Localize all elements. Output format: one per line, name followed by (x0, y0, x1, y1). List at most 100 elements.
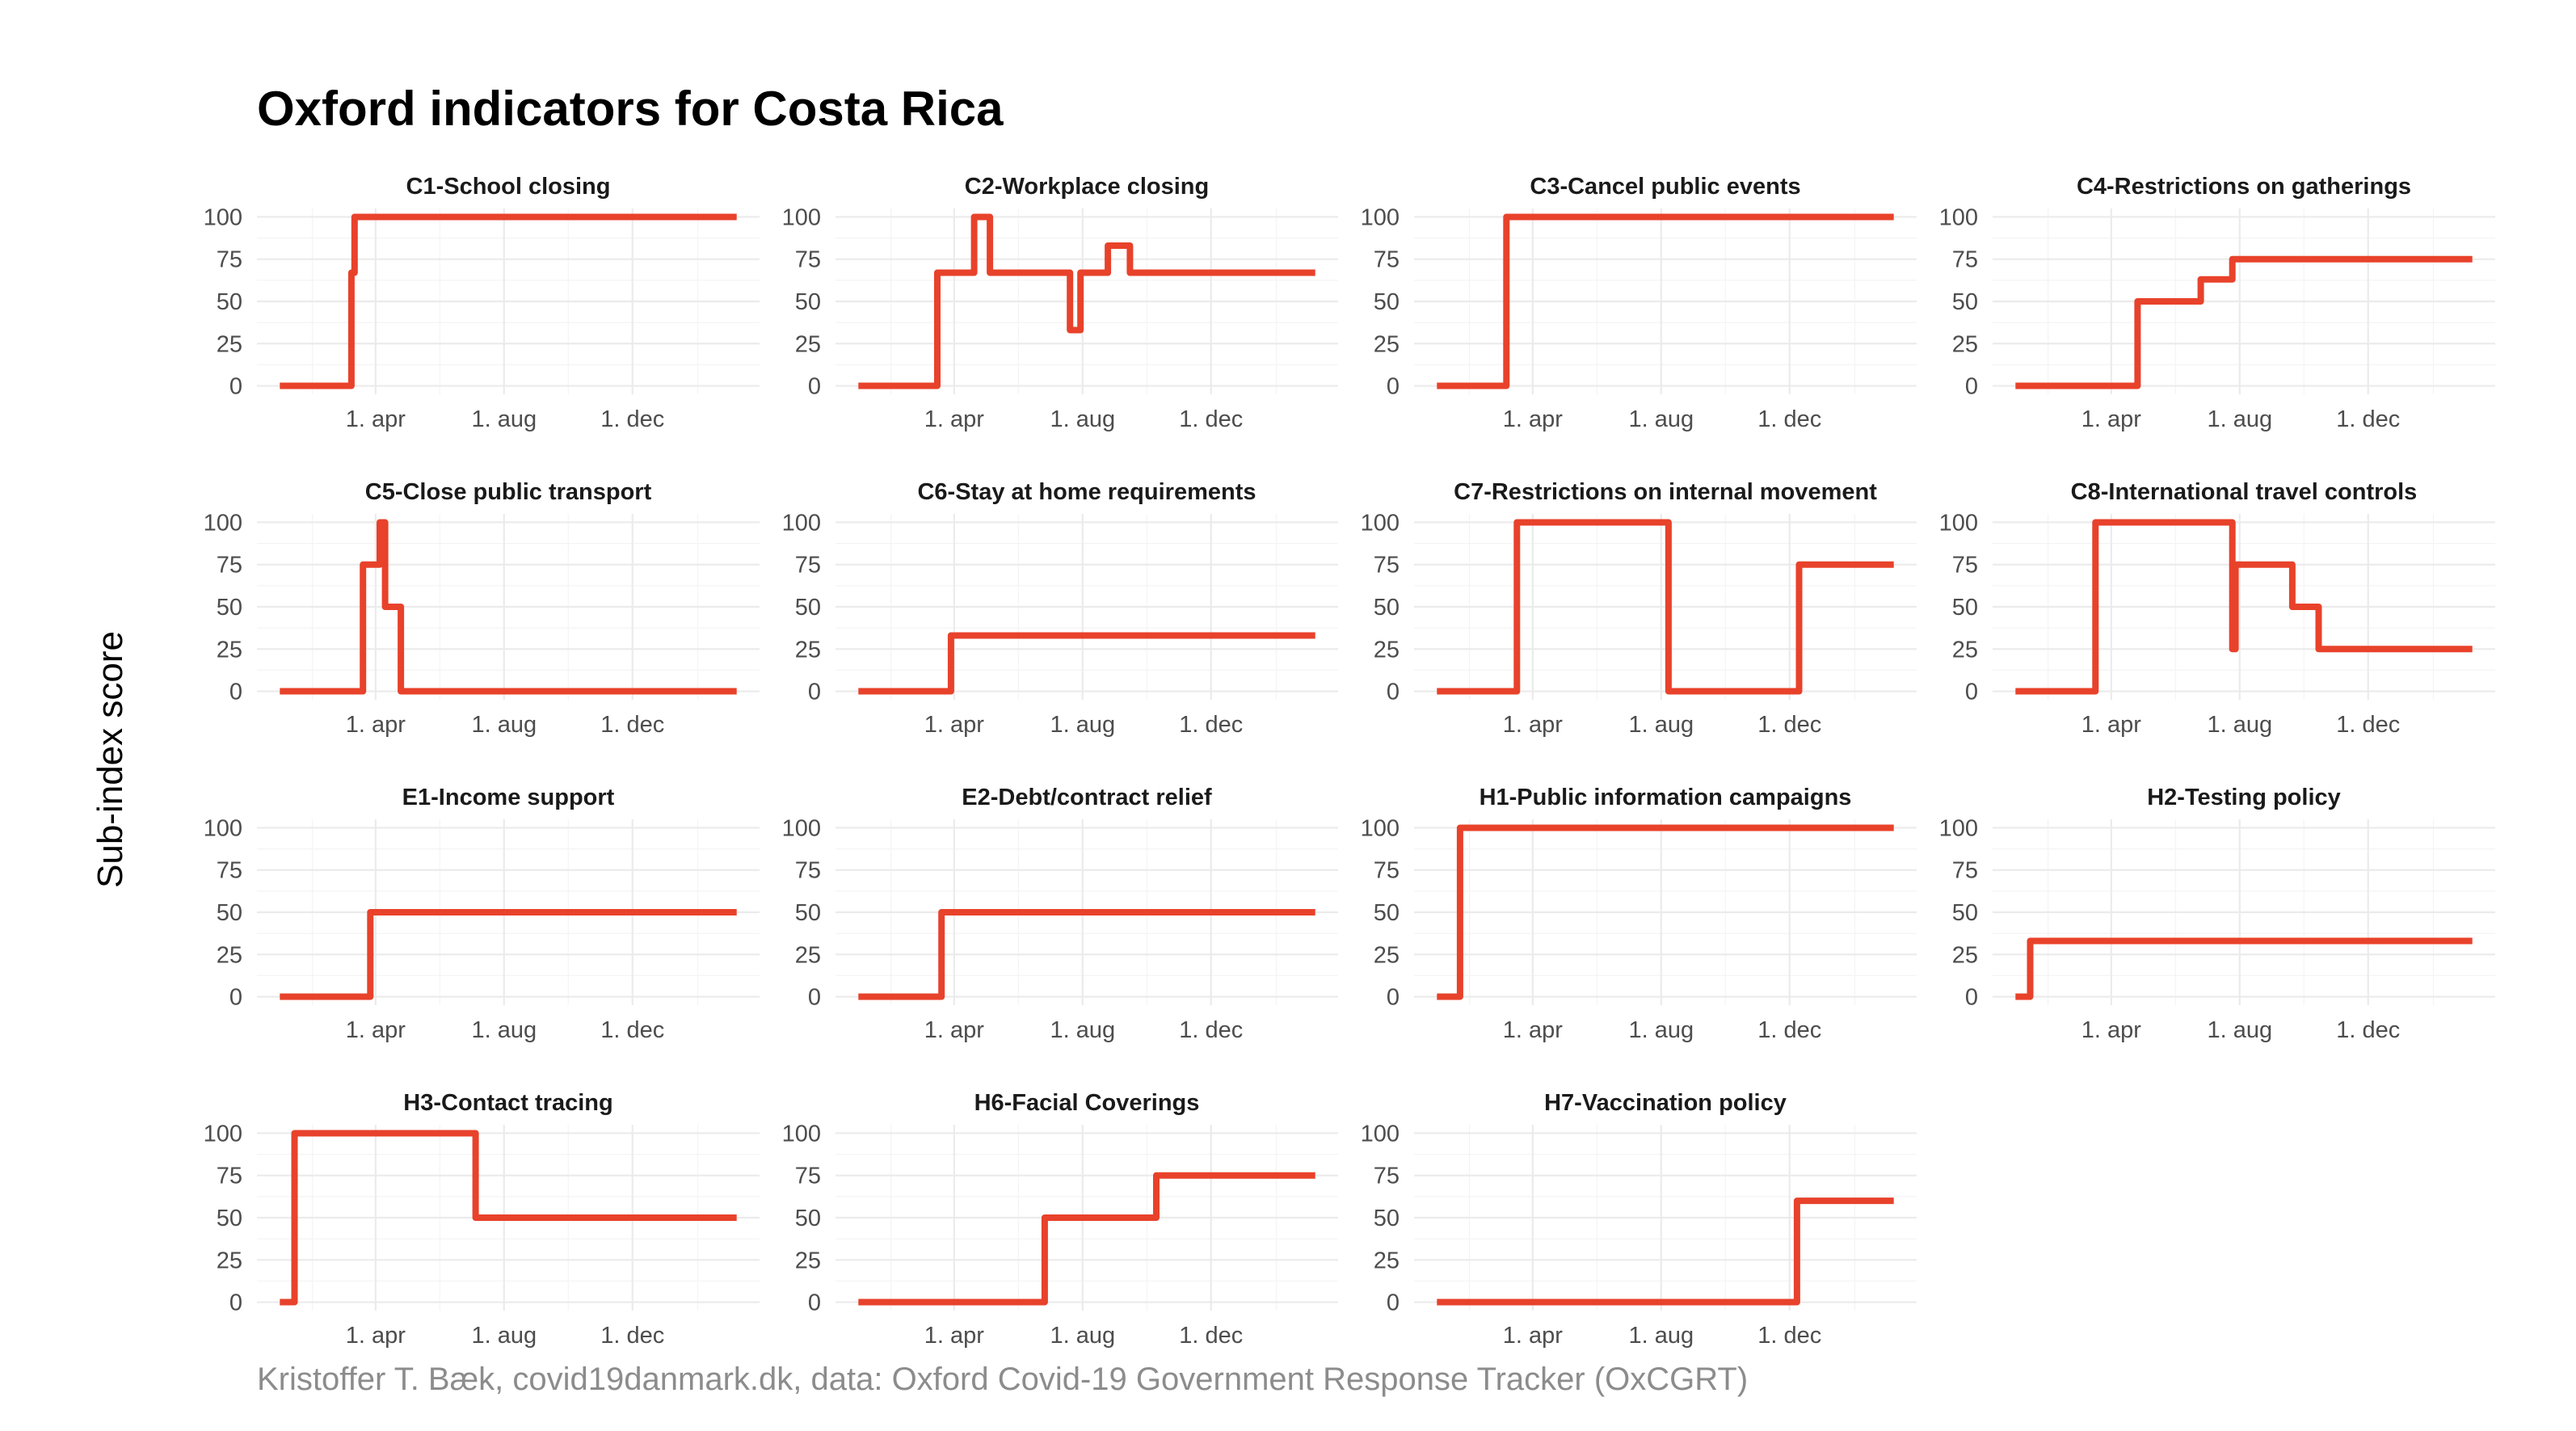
x-tick-label: 1. aug (471, 1017, 537, 1043)
y-tick-label: 25 (1952, 637, 1978, 663)
y-tick-label: 50 (217, 595, 242, 621)
x-tick-label: 1. dec (1757, 1017, 1821, 1043)
y-tick-label: 0 (1965, 985, 1978, 1011)
x-tick-label: 1. apr (2081, 712, 2141, 738)
facet-panel: E1-Income support 0 25 50 75 100 1. apr 1. aug 1… (204, 785, 760, 1043)
x-tick-label: 1. aug (2207, 1017, 2272, 1043)
y-tick-label: 100 (782, 204, 821, 230)
x-tick-label: 1. dec (1179, 712, 1243, 738)
y-tick-label: 50 (1374, 1206, 1400, 1231)
x-tick-label: 1. apr (1503, 406, 1563, 432)
y-tick-label: 50 (795, 1206, 821, 1231)
y-tick-label: 100 (782, 510, 821, 536)
x-tick-label: 1. dec (600, 1323, 664, 1349)
y-tick-label: 100 (1361, 815, 1400, 841)
x-tick-label: 1. dec (600, 712, 664, 738)
x-tick-label: 1. apr (1503, 1323, 1563, 1349)
facet-panel: H3-Contact tracing 0 25 50 75 100 1. apr 1. aug… (204, 1090, 760, 1349)
y-tick-label: 50 (1952, 289, 1978, 315)
y-tick-label: 0 (1965, 680, 1978, 705)
x-tick-label: 1. aug (1628, 1017, 1694, 1043)
x-tick-label: 1. aug (1050, 712, 1115, 738)
series-line (1437, 1197, 1894, 1306)
x-tick-label: 1. dec (1179, 406, 1243, 432)
panel-title: H6-Facial Coverings (974, 1090, 1200, 1116)
y-tick-label: 0 (808, 1290, 821, 1316)
y-tick-label: 75 (217, 553, 242, 579)
y-tick-label: 25 (1952, 942, 1978, 968)
y-tick-label: 0 (229, 1290, 242, 1316)
facet-panel: C1-School closing 0 25 50 75 100 1. apr 1. aug 1… (204, 174, 760, 432)
series-line (2015, 937, 2473, 1000)
y-tick-label: 25 (1374, 331, 1400, 357)
y-tick-label: 100 (1361, 204, 1400, 230)
y-tick-label: 50 (1374, 900, 1400, 926)
y-tick-label: 0 (1387, 680, 1400, 705)
y-tick-label: 25 (795, 637, 821, 663)
y-tick-label: 0 (229, 374, 242, 400)
panel-title: H1-Public information campaigns (1480, 785, 1852, 810)
facet-panel: H2-Testing policy 0 25 50 75 100 1. apr 1. aug 1… (1939, 785, 2495, 1043)
y-tick-label: 50 (217, 900, 242, 926)
x-tick-label: 1. apr (924, 1017, 984, 1043)
panel-title: C4-Restrictions on gatherings (2077, 174, 2411, 200)
series-line (858, 213, 1315, 389)
series-line (280, 519, 737, 695)
y-tick-label: 75 (217, 247, 242, 273)
x-tick-label: 1. aug (471, 406, 537, 432)
x-tick-label: 1. apr (346, 712, 406, 738)
x-tick-label: 1. dec (2336, 406, 2400, 432)
facet-panel: C8-International travel controls 0 25 50 75 1… (1939, 479, 2495, 738)
y-tick-label: 0 (229, 985, 242, 1011)
panel-title: E2-Debt/contract relief (962, 785, 1212, 810)
y-tick-label: 75 (795, 1164, 821, 1189)
x-tick-label: 1. dec (600, 406, 664, 432)
series-line (1437, 519, 1894, 695)
y-tick-label: 25 (217, 637, 242, 663)
x-tick-label: 1. dec (2336, 1017, 2400, 1043)
y-tick-label: 0 (1387, 374, 1400, 400)
y-tick-label: 0 (808, 374, 821, 400)
x-tick-label: 1. aug (1050, 1017, 1115, 1043)
x-tick-label: 1. dec (1757, 406, 1821, 432)
caption: Kristoffer T. Bæk, covid19danmark.dk, da… (257, 1362, 1749, 1397)
y-tick-label: 50 (795, 900, 821, 926)
y-tick-label: 25 (795, 1248, 821, 1273)
y-tick-label: 100 (1939, 510, 1978, 536)
x-tick-label: 1. aug (1050, 406, 1115, 432)
y-tick-label: 75 (795, 858, 821, 884)
x-tick-label: 1. dec (2336, 712, 2400, 738)
x-tick-label: 1. dec (1179, 1017, 1243, 1043)
y-tick-label: 75 (1952, 247, 1978, 273)
y-tick-label: 25 (1374, 637, 1400, 663)
y-tick-label: 100 (204, 204, 242, 230)
y-tick-label: 0 (229, 680, 242, 705)
facet-panel: C2-Workplace closing 0 25 50 75 100 1. apr 1. a… (782, 174, 1338, 432)
facet-panel: H7-Vaccination policy 0 25 50 75 100 1. apr 1. … (1361, 1090, 1917, 1349)
panel-title: C6-Stay at home requirements (917, 479, 1256, 505)
y-tick-label: 50 (795, 289, 821, 315)
y-tick-label: 75 (1374, 247, 1400, 273)
x-tick-label: 1. dec (1179, 1323, 1243, 1349)
x-tick-label: 1. aug (2207, 406, 2272, 432)
panel-title: E1-Income support (402, 785, 615, 810)
facet-panel: C3-Cancel public events 0 25 50 75 100 1. apr 1… (1361, 174, 1917, 432)
panel-title: C5-Close public transport (365, 479, 652, 505)
y-tick-label: 100 (204, 815, 242, 841)
y-tick-label: 75 (1952, 858, 1978, 884)
x-tick-label: 1. apr (924, 1323, 984, 1349)
y-tick-label: 0 (1387, 985, 1400, 1011)
series-line (858, 632, 1315, 695)
y-tick-label: 50 (1374, 289, 1400, 315)
y-tick-label: 50 (217, 289, 242, 315)
x-tick-label: 1. apr (1503, 712, 1563, 738)
y-tick-label: 50 (1374, 595, 1400, 621)
x-tick-label: 1. aug (1050, 1323, 1115, 1349)
y-tick-label: 100 (782, 815, 821, 841)
y-tick-label: 50 (1952, 595, 1978, 621)
facet-panel: H1-Public information campaigns 0 25 50 75 10… (1361, 785, 1917, 1043)
y-tick-label: 100 (782, 1121, 821, 1147)
facet-panel: C4-Restrictions on gatherings 0 25 50 75 100 1… (1939, 174, 2495, 432)
x-tick-label: 1. apr (924, 406, 984, 432)
y-tick-label: 100 (204, 510, 242, 536)
